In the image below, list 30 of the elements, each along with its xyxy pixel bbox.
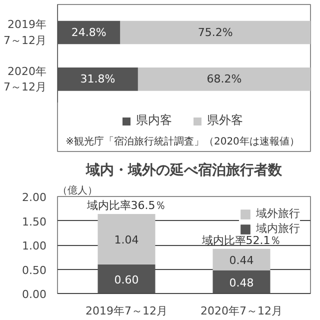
bar (98, 214, 156, 264)
y-axis-title: （億人） (58, 184, 98, 196)
data-label: 75.2% (198, 26, 233, 39)
y-tick-label: 0.50 (22, 264, 47, 277)
legend-label: 域内旅行 (256, 221, 300, 236)
data-label: 0.44 (229, 254, 254, 268)
y-tick-label: 0.00 (22, 288, 47, 301)
x-tick-label: 2020年7～12月 (200, 304, 283, 318)
chart-title: 域内・域外の延べ宿泊旅行者数 (85, 162, 283, 178)
bar (212, 248, 270, 270)
y-tick-label: 1.00 (22, 240, 47, 252)
y-tick-label: 1.50 (22, 215, 47, 228)
legend-label: 域外旅行 (256, 206, 300, 221)
data-label: 24.8% (71, 26, 106, 39)
annotation: 域内比率52.1％ (200, 234, 282, 247)
x-tick-label: 2019年7～12月 (86, 304, 168, 318)
data-label: 68.2% (206, 72, 242, 86)
data-label: 31.8% (80, 72, 116, 86)
data-label: 0.60 (114, 273, 139, 286)
y-tick-label: 2.00 (22, 191, 47, 204)
bar (98, 264, 156, 294)
legend-label: 県外客 (207, 112, 243, 129)
annotation: 域内比率36.5％ (86, 198, 166, 212)
legend-label: 県内客 (136, 112, 172, 129)
bar (212, 270, 270, 294)
text: ※観光庁「宿泊旅行統計調査」（2020年は速報値） (66, 136, 300, 148)
y-tick-label: 2019年 7～12月 (4, 18, 47, 47)
data-label: 0.48 (229, 276, 254, 290)
y-tick-label: 2020年 7～12月 (4, 64, 47, 94)
data-label: 1.04 (114, 234, 139, 247)
